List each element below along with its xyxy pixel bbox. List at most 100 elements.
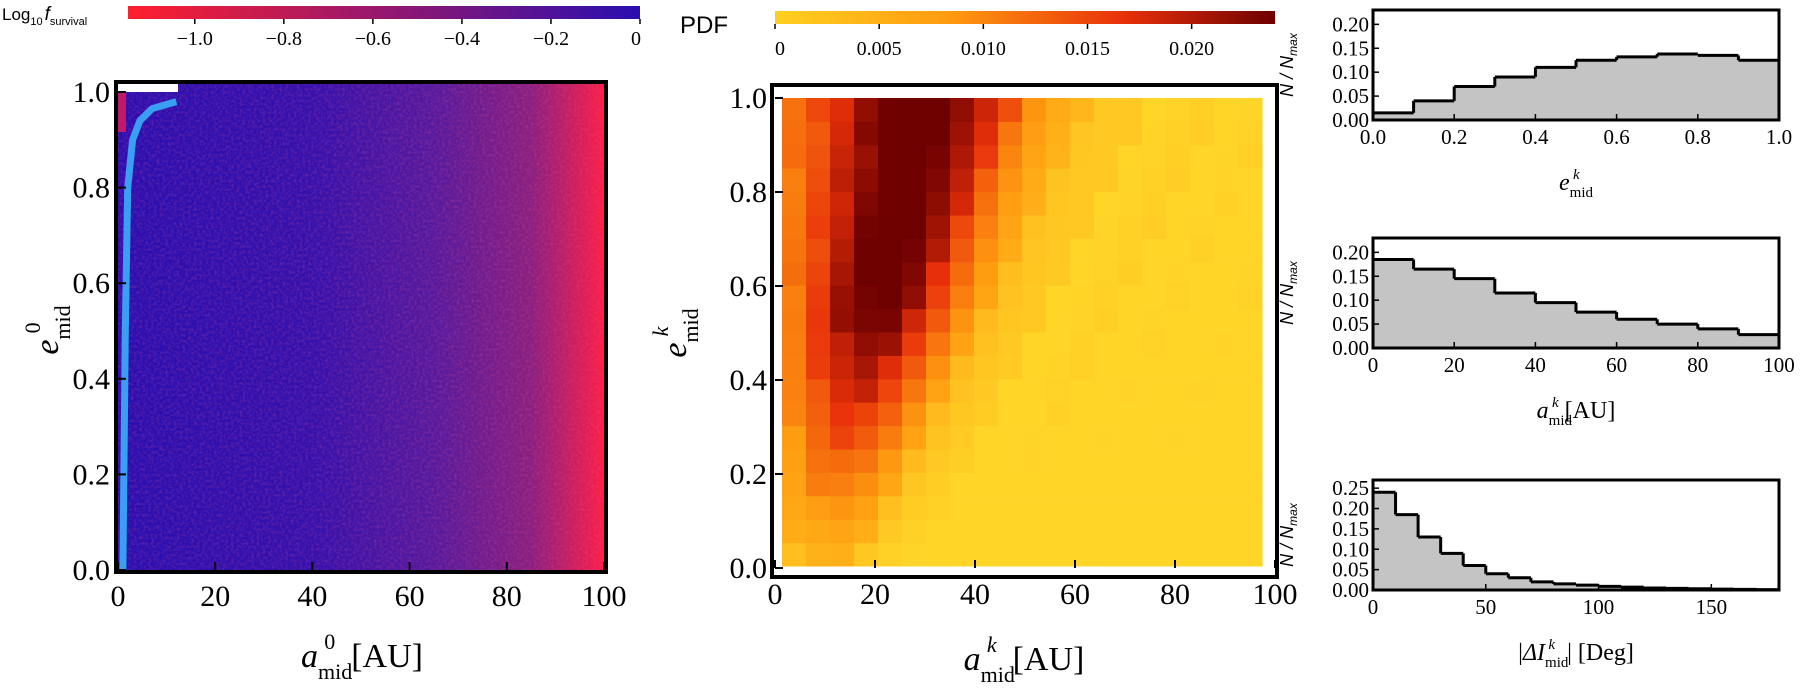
pdf-cell <box>1022 449 1047 473</box>
pdf-cell <box>974 355 999 380</box>
pdf-cell <box>1238 98 1263 122</box>
pdf-cell <box>1070 121 1095 146</box>
pdf-cell <box>974 519 999 544</box>
pdf-cell <box>830 121 855 146</box>
pdf-cell <box>1046 378 1071 403</box>
pdf-cell <box>830 378 855 403</box>
pdf-cell <box>1046 542 1071 567</box>
pdf-cell <box>782 332 807 356</box>
pdf-cell <box>1238 144 1263 169</box>
pdf-cell <box>782 168 807 193</box>
hist-a-ytick-label: 0.20 <box>1332 240 1369 264</box>
pdf-cell <box>1166 519 1191 544</box>
hist-a-ytick-label: 0.00 <box>1332 336 1369 360</box>
pdf-cell <box>1142 449 1167 473</box>
hist-e-fill <box>1373 54 1779 120</box>
hist-a-xtick-label: 80 <box>1687 353 1708 377</box>
pdf-xlabel: amidk [AU] <box>964 632 1085 687</box>
pdf-cell <box>806 238 831 263</box>
pdf-cell <box>1214 355 1239 380</box>
pdf-cell <box>1046 121 1071 146</box>
pdf-cell <box>806 191 831 216</box>
hist-di-xtick-label: 100 <box>1583 595 1615 619</box>
pdf-cell <box>878 215 903 239</box>
pdf-xtick-label: 60 <box>1060 578 1090 611</box>
pdf-cell <box>1094 402 1119 427</box>
pdf-cell <box>1094 285 1119 310</box>
survival-ytick-label: 0.2 <box>73 458 111 491</box>
pdf-cell <box>806 472 831 497</box>
pdf-cell <box>974 121 999 146</box>
hist-a-xtick-label: 60 <box>1606 353 1627 377</box>
pdf-cell <box>806 495 831 520</box>
pdf-cell <box>1022 308 1047 333</box>
pdf-cell <box>1118 355 1143 380</box>
pdf-cell <box>902 98 927 122</box>
pdf-cell <box>806 261 831 286</box>
pdf-cell <box>854 402 879 427</box>
colorbar-pdf-tick-label: 0.020 <box>1169 38 1214 60</box>
pdf-heatmap-panel: 0 20 40 60 80 100 0.0 0.2 0.4 0.6 0.8 1.0 amidk [AU]… <box>648 82 1298 687</box>
pdf-cell <box>1046 308 1071 333</box>
pdf-cell <box>1166 542 1191 567</box>
pdf-cell <box>1190 191 1215 216</box>
pdf-cell <box>1142 285 1167 310</box>
pdf-cell <box>1094 144 1119 169</box>
pdf-cell <box>854 238 879 263</box>
pdf-cell <box>1070 378 1095 403</box>
pdf-cell <box>806 378 831 403</box>
hist-e-xtick-label: 0.6 <box>1603 125 1629 149</box>
pdf-cell <box>998 238 1023 263</box>
pdf-cell <box>1238 168 1263 193</box>
pdf-cell <box>1094 261 1119 286</box>
pdf-cell <box>926 121 951 146</box>
pdf-cell <box>1070 355 1095 380</box>
colorbar-survival-tick-label: −0.8 <box>266 28 302 50</box>
pdf-cell <box>1238 425 1263 450</box>
pdf-cell <box>1238 355 1263 380</box>
pdf-cell <box>1022 215 1047 239</box>
pdf-cell <box>998 402 1023 427</box>
pdf-cell <box>1166 98 1191 122</box>
pdf-cell <box>998 378 1023 403</box>
pdf-cell <box>998 472 1023 497</box>
pdf-cell <box>1166 308 1191 333</box>
hist-a-ytick-label: 0.15 <box>1332 264 1369 288</box>
pdf-cell <box>974 215 999 239</box>
pdf-cell <box>926 402 951 427</box>
pdf-cell <box>950 378 975 403</box>
pdf-cell <box>1046 285 1071 310</box>
pdf-cell <box>1046 144 1071 169</box>
survival-boundary-curve <box>119 98 178 571</box>
pdf-cell <box>1166 285 1191 310</box>
pdf-cell <box>1022 261 1047 286</box>
pdf-cell <box>926 191 951 216</box>
pdf-cell <box>998 495 1023 520</box>
pdf-cell <box>854 285 879 310</box>
survival-ytick-label: 1.0 <box>73 76 111 109</box>
pdf-cell <box>1094 378 1119 403</box>
pdf-cell <box>830 191 855 216</box>
pdf-cell <box>1094 495 1119 520</box>
colorbar-pdf: PDF 0 0.005 0.010 0.015 0.020 <box>680 11 1275 60</box>
pdf-cell <box>1238 238 1263 263</box>
pdf-cell <box>1238 332 1263 356</box>
pdf-cell <box>854 355 879 380</box>
colorbar-pdf-tick-label: 0.015 <box>1065 38 1110 60</box>
pdf-cell <box>1118 98 1143 122</box>
pdf-cell <box>854 472 879 497</box>
hist-di-ytick-label: 0.00 <box>1332 578 1369 602</box>
pdf-cell <box>830 98 855 122</box>
pdf-cell <box>998 449 1023 473</box>
hist-a-xtick-label: 0 <box>1368 353 1379 377</box>
pdf-cell <box>878 378 903 403</box>
pdf-cell <box>878 285 903 310</box>
pdf-cell <box>806 402 831 427</box>
hist-e-xtick-label: 0.0 <box>1360 125 1386 149</box>
pdf-cell <box>854 144 879 169</box>
pdf-cell <box>1094 238 1119 263</box>
pdf-cell <box>1046 215 1071 239</box>
pdf-cell <box>1214 144 1239 169</box>
survival-ytick-label: 0.0 <box>73 554 111 587</box>
